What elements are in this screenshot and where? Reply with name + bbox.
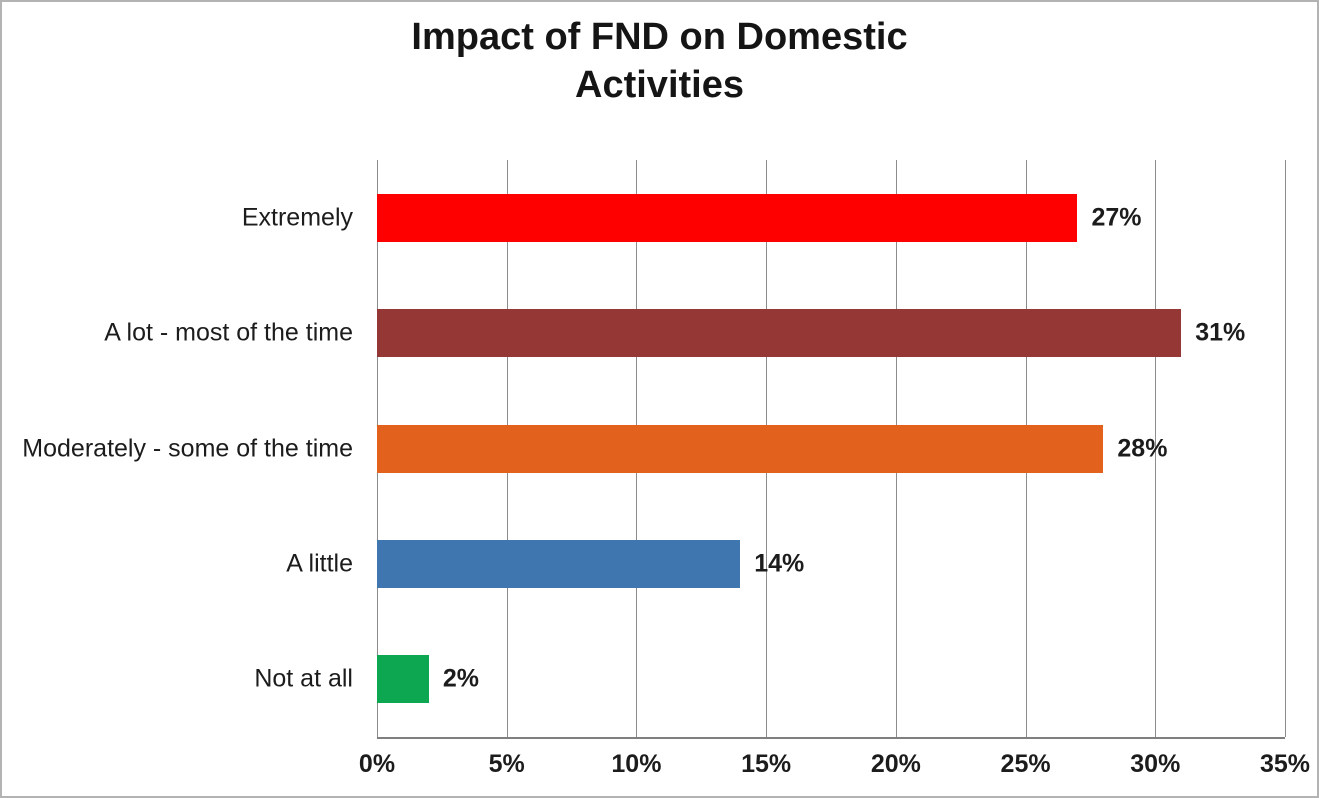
category-label-moderately-some-of-the-time: Moderately - some of the time <box>22 434 353 462</box>
y-axis-category-labels: Extremely A lot - most of the time Moderat… <box>2 160 365 737</box>
category-label-extremely: Extremely <box>241 203 353 232</box>
value-label-extremely: 27% <box>1091 203 1142 232</box>
gridline-35% <box>1285 160 1286 737</box>
value-label-a-lot-most-of-the-time: 31% <box>1195 318 1246 347</box>
bar-a-little <box>377 539 741 588</box>
gridline-30% <box>1155 160 1157 737</box>
value-label-a-little: 14% <box>754 549 805 578</box>
category-label-not-at-all: Not at all <box>254 664 353 693</box>
bar-extremely <box>377 193 1078 242</box>
category-label-a-little: A little <box>286 549 353 578</box>
x-tick-label-35%: 35% <box>1259 750 1311 778</box>
plot-area: 27% 31% 28% 14% 2% <box>377 160 1286 739</box>
x-tick-label-0%: 0% <box>358 750 396 778</box>
value-label-not-at-all: 2% <box>442 664 480 693</box>
category-label-a-lot-most-of-the-time: A lot - most of the time <box>104 318 353 347</box>
bar-a-lot-most-of-the-time <box>377 309 1182 358</box>
bar-moderately-some-of-the-time <box>377 424 1104 473</box>
value-label-moderately-some-of-the-time: 28% <box>1117 434 1168 462</box>
x-tick-label-30%: 30% <box>1130 750 1181 778</box>
x-tick-label-25%: 25% <box>1000 750 1051 778</box>
x-tick-label-15%: 15% <box>741 750 792 778</box>
x-tick-label-20%: 20% <box>870 750 921 778</box>
x-tick-label-10%: 10% <box>611 750 662 778</box>
chart-title: Impact of FND on Domestic Activities <box>411 16 908 106</box>
x-tick-label-5%: 5% <box>488 750 525 778</box>
bar-not-at-all <box>377 655 429 704</box>
x-axis-tick-labels: 0% 5% 10% 15% 20% 25% 30% 35% <box>359 750 1310 790</box>
